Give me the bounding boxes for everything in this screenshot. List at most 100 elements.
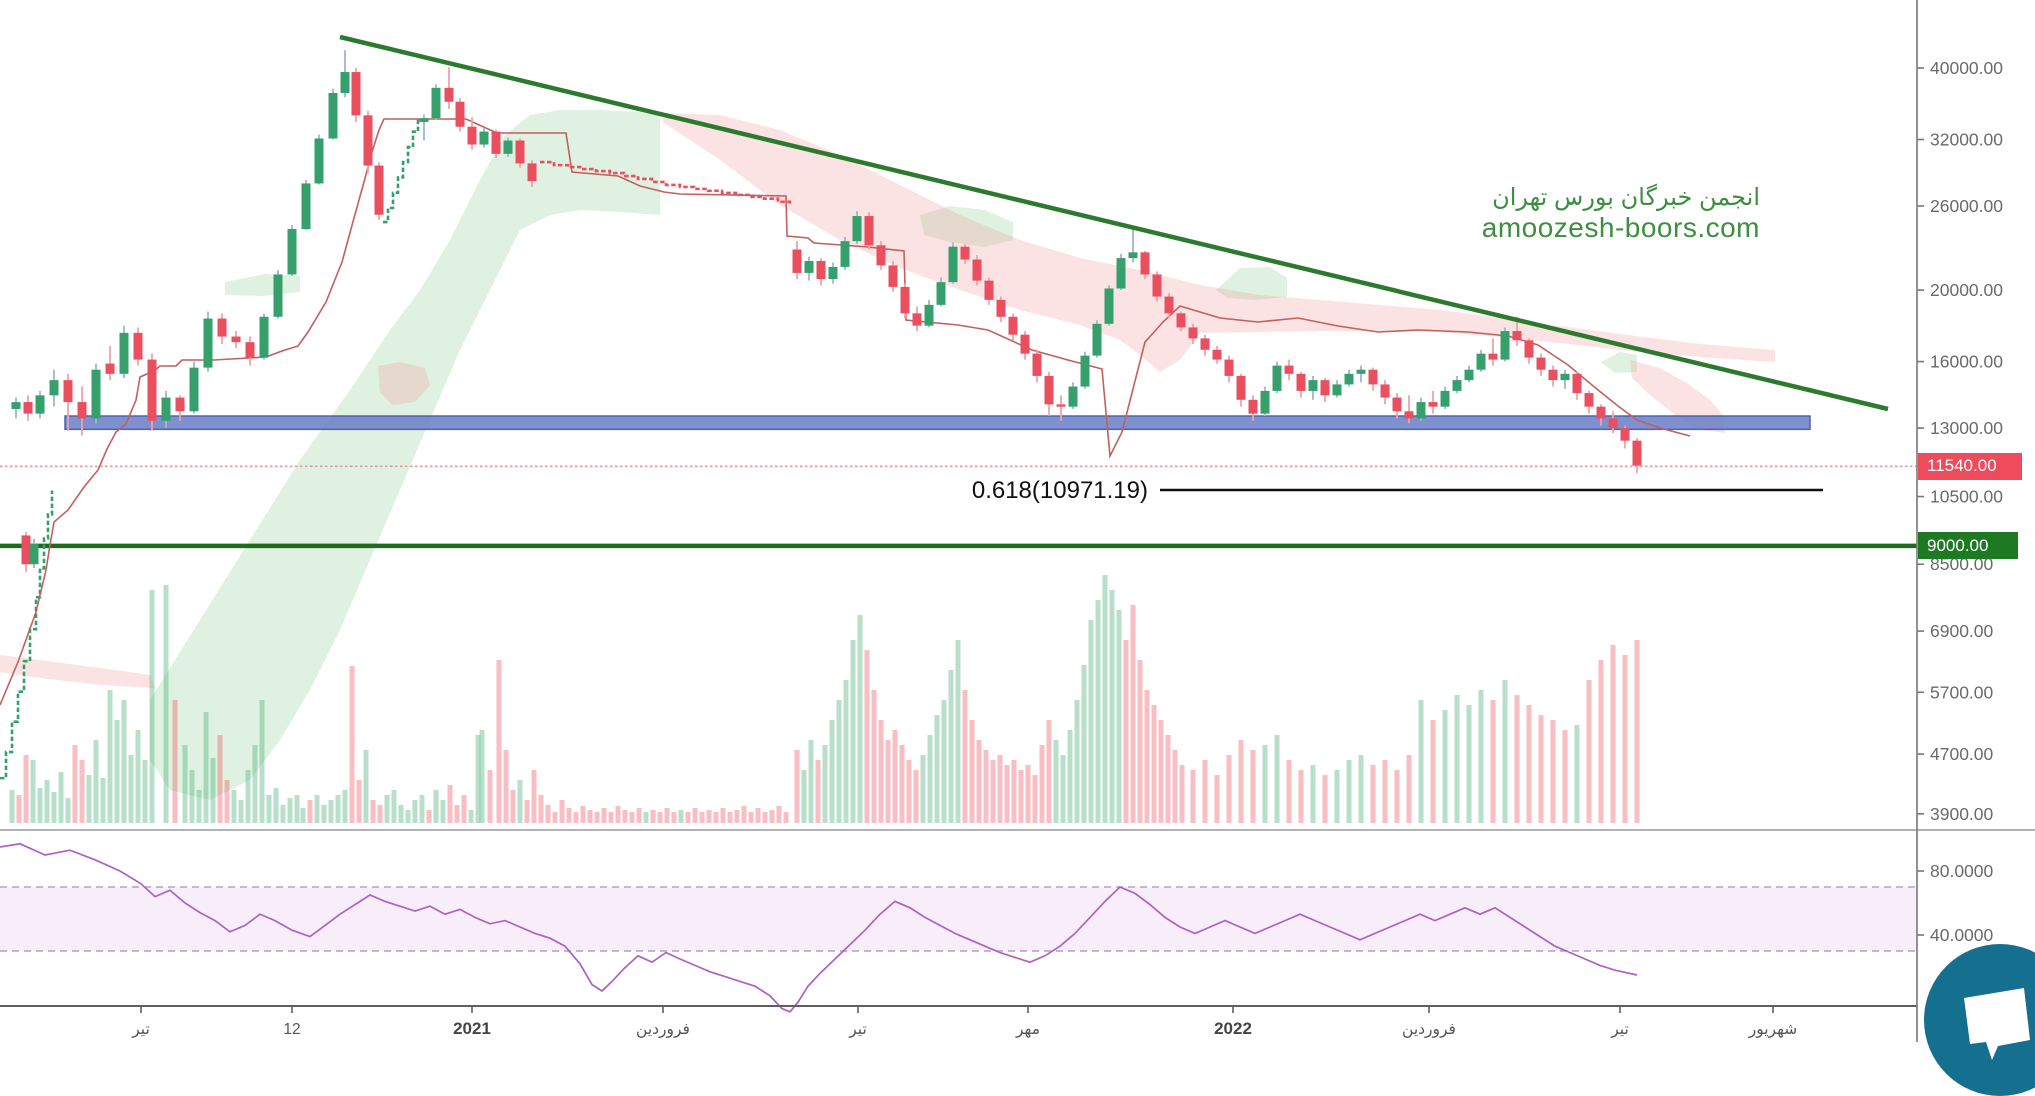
volume-bar	[552, 812, 558, 823]
candle	[1068, 386, 1078, 407]
volume-bar	[384, 795, 390, 823]
ichimoku-cloud-bullish	[225, 274, 300, 296]
volume-bar	[580, 806, 586, 823]
volume-bar	[1226, 755, 1232, 823]
volume-bar	[1598, 660, 1604, 823]
candle	[1560, 373, 1570, 381]
time-tick-label: تیر	[848, 1021, 867, 1038]
time-tick-label: تیر	[131, 1021, 150, 1038]
volume-bar	[86, 775, 92, 823]
candle	[259, 316, 269, 358]
volume-bar	[44, 780, 50, 823]
volume-bar	[1214, 775, 1220, 823]
candle	[1464, 369, 1474, 381]
descending-trendline[interactable]	[339, 34, 1889, 412]
price-tick-label: 20000.00	[1930, 280, 2003, 300]
candle	[49, 380, 59, 396]
candle	[1440, 390, 1450, 407]
volume-bar	[128, 755, 134, 823]
volume-bar	[440, 800, 446, 823]
candle	[314, 138, 324, 184]
volume-bar	[1502, 680, 1508, 823]
volume-bar	[990, 760, 996, 823]
volume-bar	[664, 808, 670, 823]
volume-bar	[1610, 645, 1616, 823]
volume-bar	[843, 680, 849, 823]
candle	[1332, 384, 1342, 396]
time-axis[interactable]: تیر 12 2021 فروردین تیر مهر 2022 فروردین تیر شهری…	[131, 1006, 1797, 1039]
volume-bar	[1165, 735, 1171, 823]
candle	[1128, 252, 1138, 259]
volume-bar	[685, 812, 691, 823]
candle	[467, 126, 477, 145]
volume-bar	[1116, 610, 1122, 823]
candle	[900, 286, 910, 314]
volume-bar	[398, 805, 404, 823]
volume-bar	[801, 770, 807, 823]
candle	[1104, 288, 1114, 324]
volume-bar	[976, 740, 982, 823]
watermark-persian-text: انجمن خبرگان بورس تهران	[1492, 184, 1760, 211]
volume-bar	[1274, 735, 1280, 823]
main-chart-canvas[interactable]: 40000.00 32000.00 26000.00 20000.00 16000.00…	[0, 0, 2035, 1042]
volume-bar	[1394, 770, 1400, 823]
volume-bar	[93, 740, 99, 823]
volume-bar	[636, 808, 642, 823]
volume-bar	[734, 810, 740, 823]
candle	[1320, 380, 1330, 396]
volume-bar	[1358, 755, 1364, 823]
volume-bar	[58, 772, 64, 823]
volume-bar	[1478, 690, 1484, 823]
volume-bar	[273, 788, 279, 823]
candle	[29, 544, 39, 565]
ichimoku-cloud-bearish	[0, 655, 155, 688]
candle	[1260, 390, 1270, 414]
volume-bar	[622, 810, 628, 823]
ichimoku-cloud-bullish	[1601, 352, 1637, 373]
volume-bar	[755, 808, 761, 823]
volume-bar	[1514, 695, 1520, 823]
price-axis[interactable]: 40000.00 32000.00 26000.00 20000.00 16000.00…	[1917, 58, 2003, 945]
volume-bar	[433, 790, 439, 823]
volume-bar	[878, 720, 884, 823]
volume-bar	[203, 712, 209, 823]
candle	[1416, 402, 1426, 419]
candle	[1500, 331, 1510, 360]
volume-bar	[1442, 710, 1448, 823]
candle	[287, 229, 297, 275]
volume-bar	[1202, 760, 1208, 823]
volume-bar	[1286, 760, 1292, 823]
time-tick-label: فروردین	[636, 1021, 690, 1039]
volume-bar	[412, 800, 418, 823]
volume-bar	[892, 730, 898, 823]
volume-bar	[1123, 640, 1129, 823]
volume-bar	[657, 812, 663, 823]
candle	[1032, 353, 1042, 376]
candle	[1608, 418, 1618, 429]
volume-bar	[1370, 765, 1376, 823]
volume-bar	[1095, 600, 1101, 823]
volume-bar	[23, 755, 29, 823]
candle	[1572, 373, 1582, 394]
volume-bar	[79, 760, 85, 823]
candle	[374, 165, 384, 215]
volume-bar	[934, 715, 940, 823]
candle	[231, 336, 241, 343]
time-tick-label: 2021	[453, 1019, 491, 1038]
candle	[792, 249, 802, 273]
support-zone-rectangle[interactable]	[64, 415, 1811, 431]
volume-bar	[252, 745, 258, 823]
candle	[1236, 375, 1246, 400]
volume-bar	[1158, 720, 1164, 823]
volume-bar	[1025, 765, 1031, 823]
candle	[1212, 349, 1222, 360]
current-price-badge: 11540.00	[1918, 452, 2022, 480]
volume-bar	[1067, 730, 1073, 823]
candle	[328, 92, 338, 139]
candle	[1092, 323, 1102, 356]
volume-bar	[1018, 770, 1024, 823]
volume-bar	[1334, 770, 1340, 823]
volume-bar	[1172, 750, 1178, 823]
baseline-indicator-line	[0, 118, 1691, 706]
